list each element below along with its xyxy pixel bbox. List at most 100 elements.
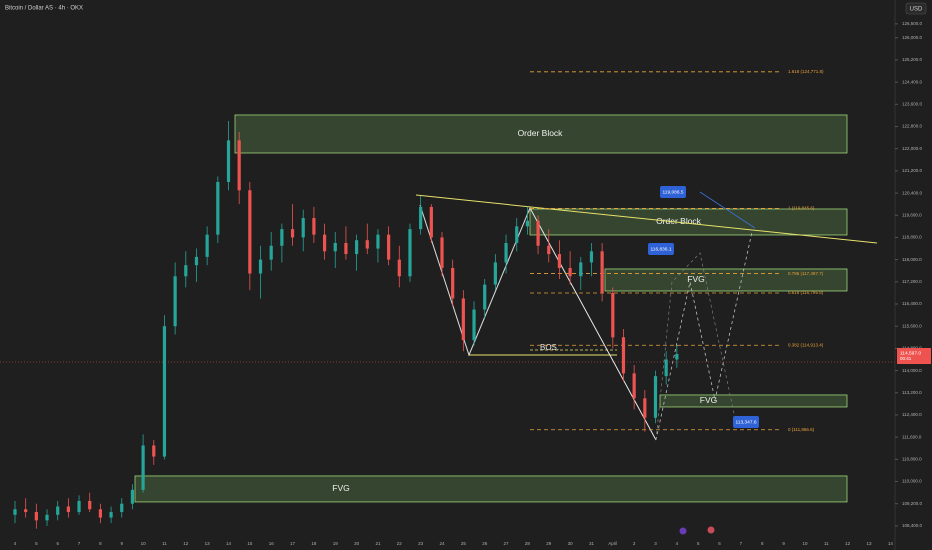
zones: Order Block Order Block FVG FVG FVG — [134, 114, 848, 503]
candle-body — [557, 254, 562, 268]
trendline — [415, 194, 878, 244]
y-tick-label: 122,800.0 — [902, 124, 923, 129]
candle-body — [34, 512, 38, 521]
candle-body — [611, 292, 615, 338]
x-tick-label: 17 — [290, 541, 296, 546]
y-tick-label: 116,400.0 — [902, 301, 922, 306]
candle-body — [376, 234, 380, 249]
drawings — [0, 191, 895, 535]
candle-body — [568, 267, 572, 277]
x-tick-label: 7 — [740, 541, 743, 546]
countdown: 00:41 — [900, 356, 912, 361]
y-tick-label: 118,000.0 — [902, 257, 922, 262]
candle-body — [45, 514, 49, 521]
candle-body — [226, 140, 231, 182]
x-tick-label: 26 — [482, 541, 488, 546]
x-tick-label: 9 — [782, 541, 785, 546]
candle-body — [173, 276, 177, 327]
x-tick-label: 4 — [676, 541, 679, 546]
price-tag: 113,347.6 — [736, 419, 757, 425]
candle-body — [600, 251, 604, 293]
price-tag-box — [648, 243, 674, 255]
x-tick-label: 16 — [269, 541, 275, 546]
candle-body — [579, 262, 583, 277]
candle-body — [429, 206, 433, 238]
y-tick-label: 110,000.0 — [902, 479, 922, 484]
fib-label: 1 (119,845.6) — [788, 206, 815, 211]
x-tick-label: 28 — [525, 541, 531, 546]
x-tick-label: 20 — [354, 541, 360, 546]
chart-title: Bitcoin / Dollar AS · 4h · OKX — [5, 6, 83, 12]
candle-body — [397, 259, 401, 277]
candle-body — [525, 220, 529, 227]
candle-body — [13, 509, 17, 515]
candle-body — [237, 140, 241, 191]
candle-body — [120, 503, 124, 513]
last-price-box — [897, 348, 931, 365]
candle-body — [387, 234, 391, 260]
candle-body — [56, 506, 60, 515]
candle-body — [632, 373, 636, 399]
candle-body — [66, 506, 70, 513]
candle-body — [643, 398, 647, 418]
zone — [659, 394, 848, 408]
zone — [604, 268, 848, 292]
last-price: 114,597.0 — [900, 350, 921, 356]
candle-body — [472, 309, 476, 341]
y-tick-label: 122,000.0 — [902, 146, 923, 151]
x-tick-label: 6 — [56, 541, 59, 546]
x-tick-label: 31 — [589, 541, 595, 546]
event-icon[interactable] — [679, 527, 687, 535]
price-tag: 116,836.1 — [651, 246, 672, 252]
x-tick-label: 9 — [120, 541, 123, 546]
x-tick-label: 11 — [162, 541, 167, 546]
x-tick-label: 12 — [183, 541, 189, 546]
y-tick-label: 115,600.0 — [902, 323, 922, 328]
y-tick-label: 112,400.0 — [902, 412, 922, 417]
currency-box[interactable] — [905, 2, 927, 15]
x-tick-label: 4 — [14, 541, 17, 546]
candle-body — [269, 245, 273, 260]
candle-body — [24, 509, 28, 513]
zone-label: FVG — [332, 483, 349, 493]
candle-body — [280, 229, 284, 246]
zigzag — [419, 204, 531, 356]
candle-body — [440, 237, 444, 268]
candle-body — [141, 445, 145, 490]
y-tick-label: 119,600.0 — [902, 212, 922, 217]
candle-body — [451, 267, 455, 299]
zone-label: Order Block — [656, 216, 702, 226]
currency: USD — [910, 7, 923, 13]
y-tick-label: 123,600.0 — [902, 101, 923, 106]
x-tick-label: 13 — [205, 541, 211, 546]
candle-body — [205, 234, 209, 257]
candle-body — [248, 190, 252, 274]
candle-body — [194, 256, 199, 266]
x-tick-label: 14 — [888, 541, 894, 546]
bos-label: BOS. — [540, 343, 559, 352]
x-tick-label: 10 — [141, 541, 147, 546]
fib-label: 0.382 (114,913.4) — [788, 342, 824, 347]
event-icon[interactable] — [707, 526, 715, 534]
candle-body — [152, 445, 156, 457]
candle-body — [77, 500, 81, 513]
candle-body — [301, 218, 305, 238]
projection — [655, 252, 736, 441]
zone-label: FVG — [687, 274, 704, 284]
candle-body — [333, 242, 337, 252]
x-tick-label: 15 — [247, 541, 253, 546]
candle-body — [98, 509, 102, 518]
x-tick-label: 23 — [418, 541, 424, 546]
y-tick-label: 125,200.0 — [902, 57, 923, 62]
x-tick-label: 24 — [439, 541, 445, 546]
x-tick-label: 18 — [311, 541, 317, 546]
y-tick-label: 126,000.0 — [902, 35, 923, 40]
candle-body — [162, 326, 167, 457]
candle-body — [461, 298, 465, 341]
candle-body — [419, 206, 423, 230]
x-tick-label: 12 — [845, 541, 851, 546]
projection — [655, 231, 753, 441]
candle-body — [675, 354, 679, 360]
fib-label: 1.618 (124,771.8) — [788, 69, 824, 74]
